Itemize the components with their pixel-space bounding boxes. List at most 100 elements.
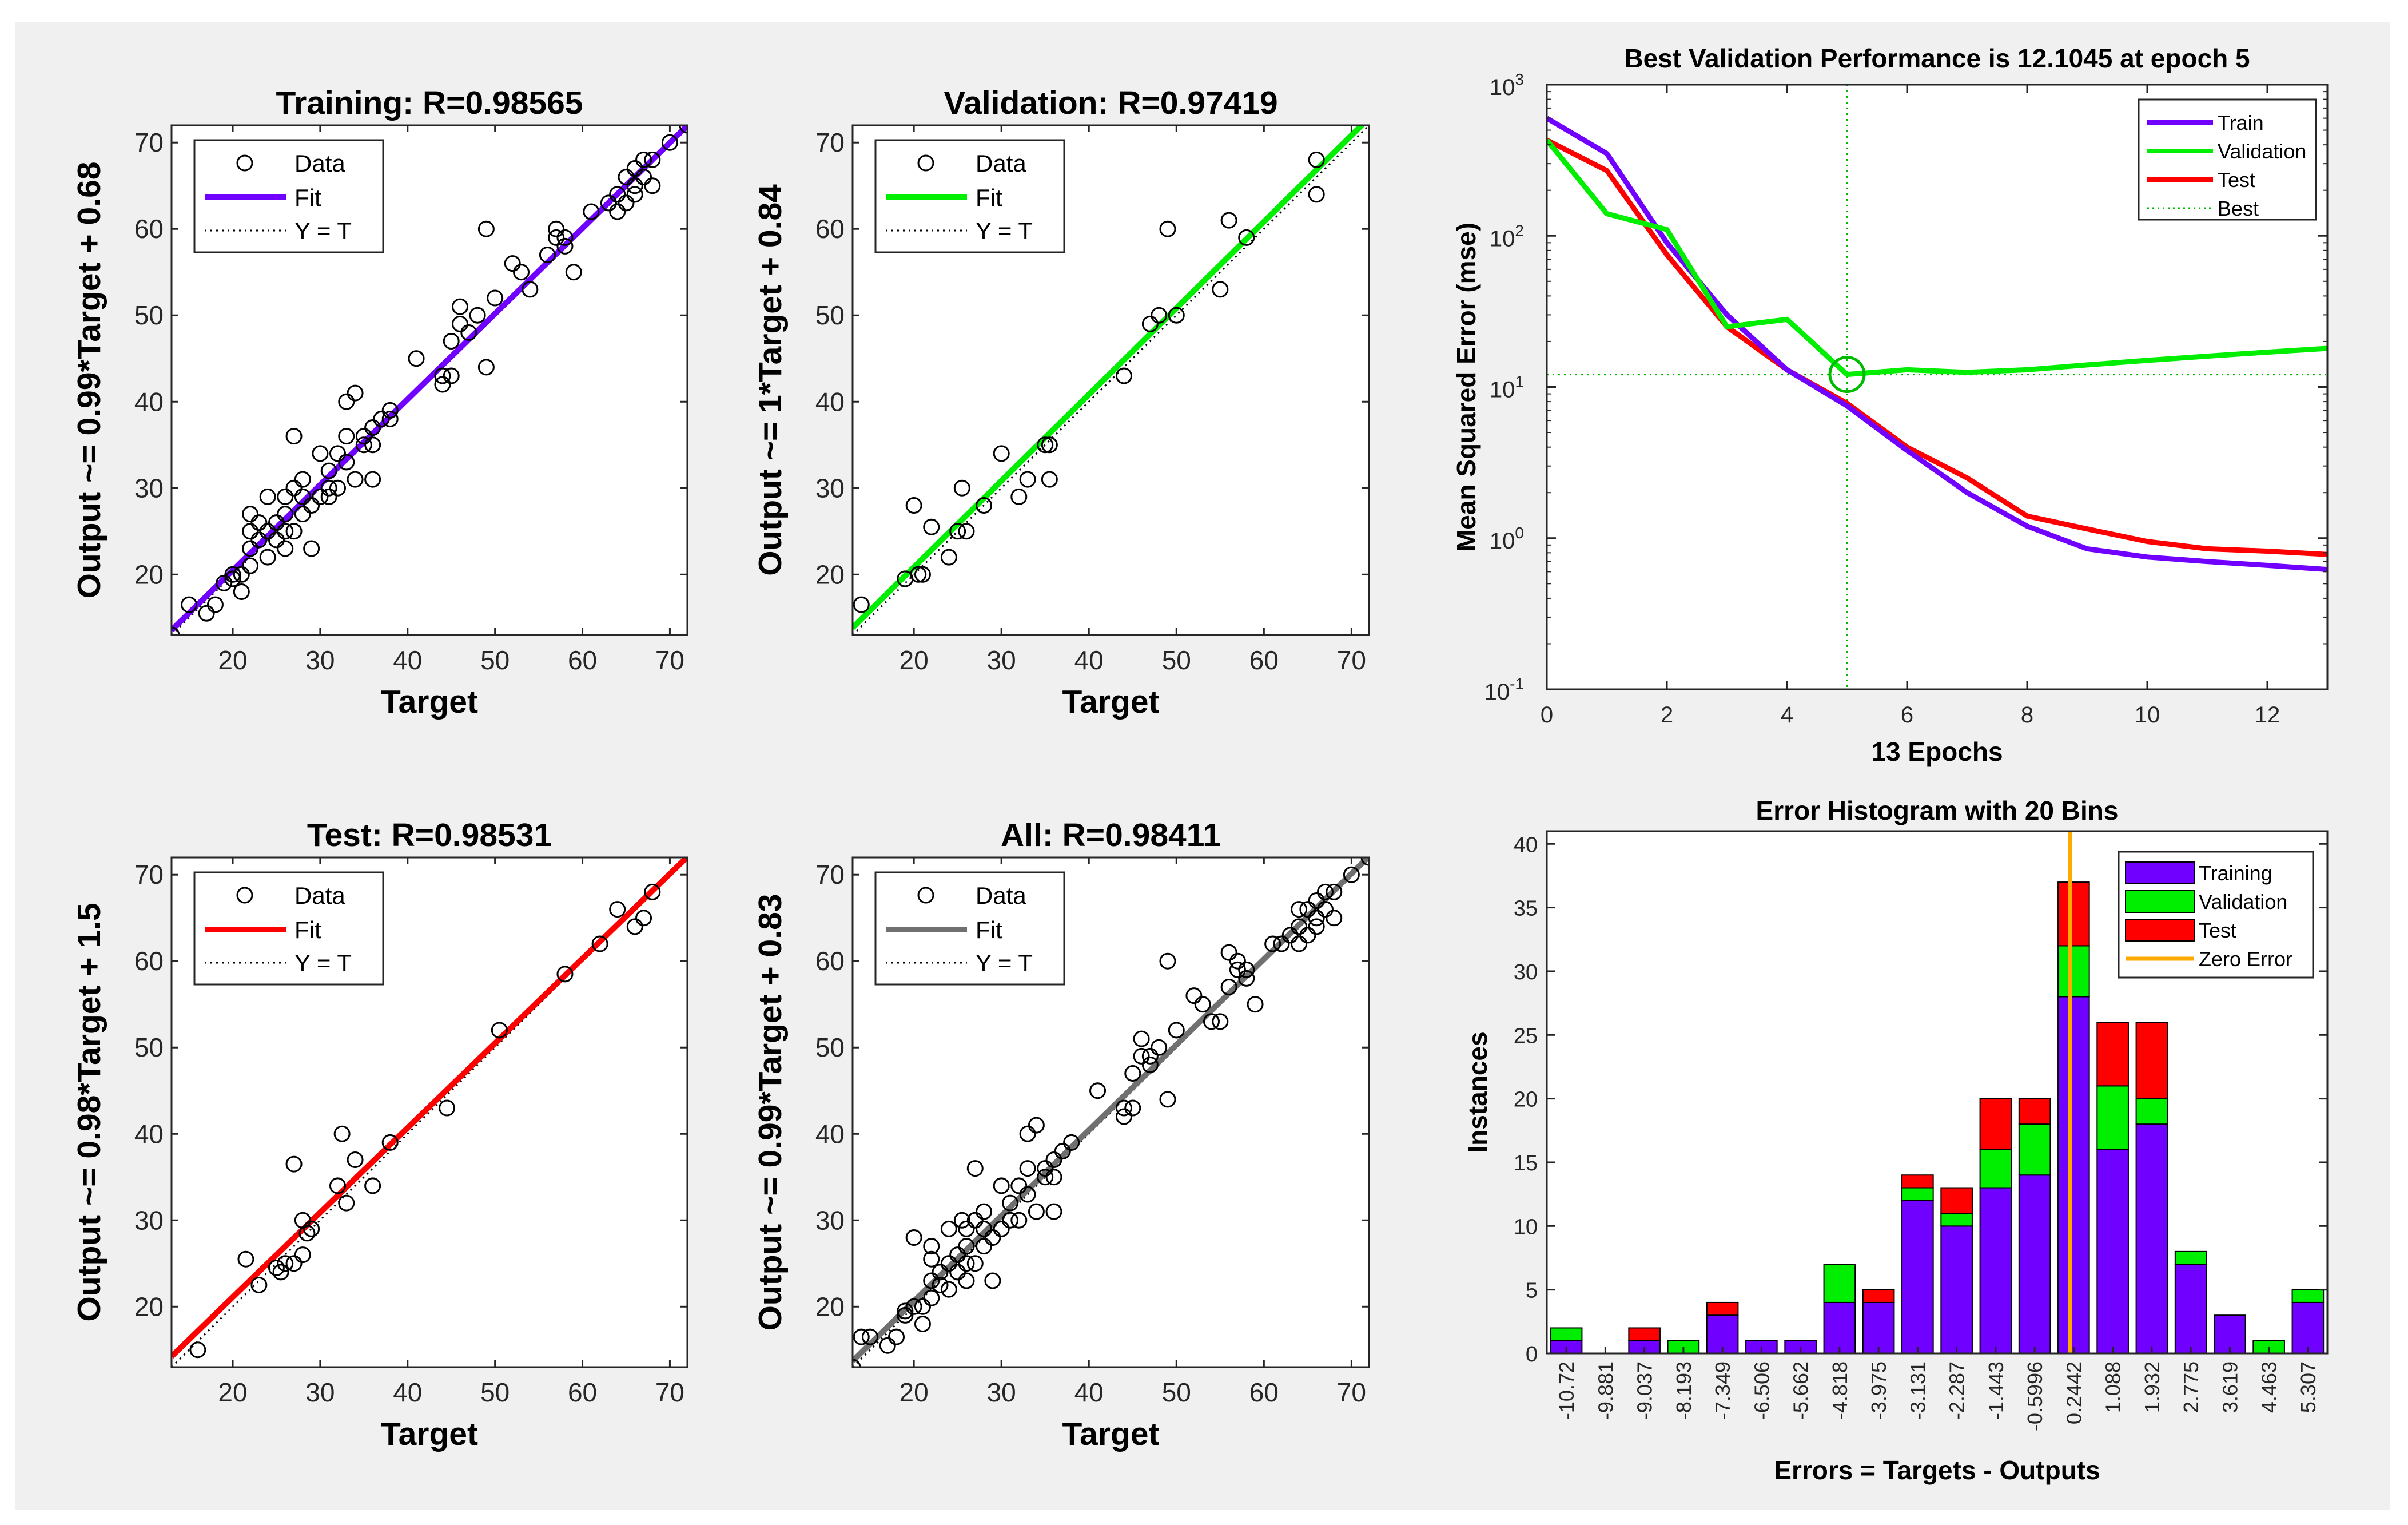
all-data-point [1316,901,1334,918]
test-data-point [277,1255,294,1272]
all-data-point [1273,935,1290,952]
all-y-tick-label: 40 [815,1119,845,1149]
training-data-point [181,596,198,613]
test-legend-label: Y = T [294,950,352,976]
training-data-point [609,186,626,203]
training-data-point [338,428,355,445]
all-data-point [888,1328,905,1345]
all-data-point [1264,935,1281,952]
training-data-point [259,549,276,566]
test-data-point [609,901,626,918]
all-x-tick-label: 40 [1074,1377,1104,1407]
test-data-point [333,1125,351,1142]
validation-legend-data-marker [917,154,934,172]
all-data-point [1291,935,1308,952]
all-data-point [897,1306,914,1324]
test-data-point [626,918,643,935]
all-data-point [1203,1013,1220,1030]
all-y-tick-label: 50 [815,1032,845,1062]
training-data-point [513,264,530,281]
histogram-legend-swatch-validation [2125,890,2195,913]
all-x-axis-label: Target [1062,1416,1160,1452]
test-data-point [189,1341,206,1359]
histogram-bar-training [1862,1301,1895,1354]
training-data-point [242,540,259,557]
training-data-point [434,367,451,384]
validation-y-tick-label: 20 [815,559,845,589]
validation-data-point [940,549,957,566]
all-x-tick-label: 30 [987,1377,1016,1407]
training-data-point [285,428,303,445]
all-data-point [914,1315,931,1332]
test-data-point [439,1099,456,1117]
performance-series-test [1547,137,2327,557]
performance-x-tick-label: 6 [1901,702,1913,728]
histogram-y-tick-label: 20 [1514,1088,1538,1112]
training-data-point [583,203,600,220]
training-data-point [312,445,329,462]
all-regression-plot: 20 30 40 50 60 70 20 30 40 50 60 70 All: R=0.98411 Ta… [752,817,1370,1452]
training-data-point [347,384,364,402]
all-data-point [958,1272,975,1289]
test-y-tick-label: 50 [134,1032,164,1062]
validation-legend-label: Y = T [976,217,1033,244]
test-x-tick-label: 40 [393,1377,422,1407]
all-data-point [1291,901,1308,918]
test-y-tick-label: 70 [134,860,164,889]
validation-data-point [1308,186,1325,203]
histogram-bar-test [2057,881,2090,947]
test-data-point [268,1259,285,1276]
all-data-point [1185,987,1203,1004]
validation-y-tick-label: 60 [815,214,845,244]
training-data-point [452,315,469,332]
validation-plot-content [853,125,1369,635]
test-identity-line [172,857,687,1367]
all-x-tick-label: 60 [1249,1377,1279,1407]
histogram-y-axis-label: Instances [1463,1031,1492,1153]
all-data-point [1326,910,1343,927]
all-data-point [940,1220,957,1237]
histogram-axes-box [1546,830,2329,1355]
histogram-y-tick-label: 0 [1526,1343,1538,1367]
training-data-point [303,540,320,557]
training-y-axis-label: Output ~= 0.99*Target + 0.68 [71,162,108,599]
training-data-point [477,220,495,237]
validation-regression-plot: 20 30 40 50 60 70 20 30 40 50 60 70 Validation: R=0.… [752,85,1370,720]
performance-series-train [1547,116,2327,573]
all-data-point [1299,927,1316,944]
training-legend-label: Data [294,150,345,177]
training-data-point [347,471,364,488]
all-data-point [1045,1169,1062,1186]
test-data-point [635,910,652,927]
training-legend-data-marker [236,154,253,172]
training-y-tick-label: 20 [134,559,164,589]
all-data-point [1115,1108,1132,1125]
training-y-tick-label: 40 [134,387,164,416]
training-data-point [329,479,346,497]
performance-x-tick-label: 10 [2135,702,2160,728]
all-data-point [879,1337,896,1354]
training-data-point [242,557,259,574]
histogram-x-tick-label: -9.881 [1594,1361,1617,1420]
histogram-x-tick-label: 4.463 [2258,1361,2281,1413]
all-data-point [1028,1203,1045,1220]
all-data-point [1212,1013,1229,1030]
training-data-point [609,203,626,220]
training-y-tick-label: 50 [134,300,164,330]
validation-x-tick-label: 50 [1162,645,1191,675]
validation-fit-line [853,125,1366,630]
training-data-point [556,229,574,246]
histogram-bar-validation [2291,1289,2325,1303]
histogram-bar-test [2135,1022,2168,1099]
all-data-point [958,1238,975,1255]
histogram-legend-swatch-test [2125,919,2195,942]
all-data-point [940,1255,957,1272]
all-data-point [1220,979,1237,996]
training-data-point [294,488,311,505]
performance-y-tick-label: 102 [1490,221,1524,251]
all-data-point [1124,1065,1141,1082]
training-data-point [364,419,381,436]
validation-data-point [993,445,1010,462]
histogram-bar-training [1823,1301,1856,1354]
training-data-point [242,506,259,523]
